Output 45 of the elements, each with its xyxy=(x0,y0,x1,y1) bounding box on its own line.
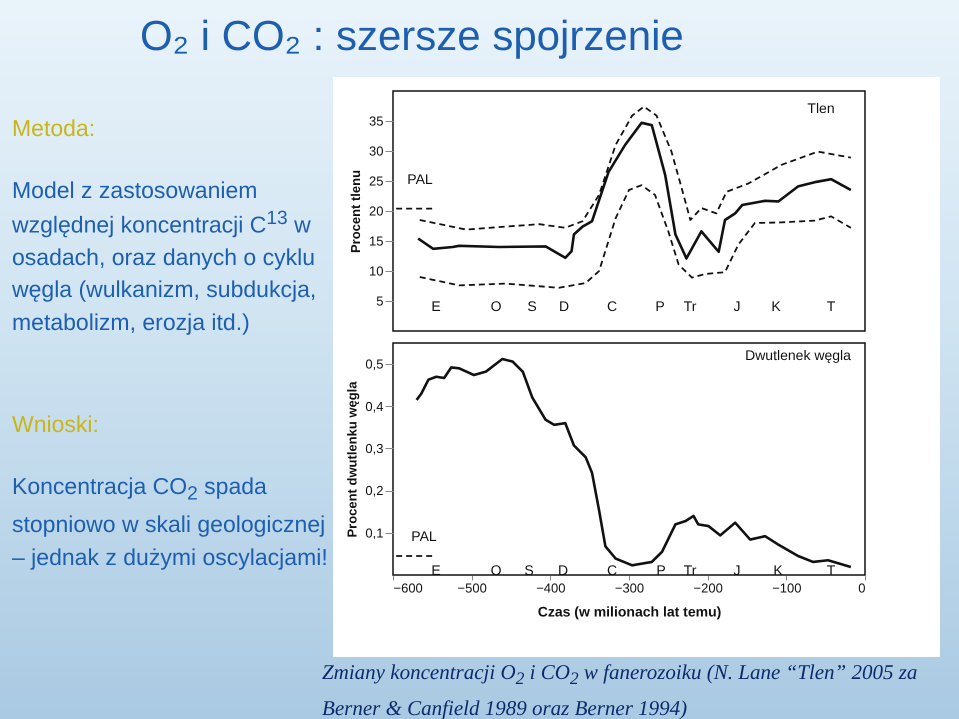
annotation: E xyxy=(431,298,441,314)
y-tick-label: 25 xyxy=(369,174,384,188)
annotation: T xyxy=(826,298,836,314)
annotation: PAL xyxy=(411,528,437,544)
line-series xyxy=(418,184,852,289)
x-tick-label: −600 xyxy=(394,580,423,596)
annotation: S xyxy=(527,298,537,314)
annotation: C xyxy=(606,298,618,314)
annotation: T xyxy=(826,562,836,578)
y-axis-title: Procent tlenu xyxy=(348,170,364,254)
x-tick-label: −500 xyxy=(458,580,487,596)
y-tick-label: 0,3 xyxy=(365,440,384,456)
x-tick-label: −400 xyxy=(536,580,566,596)
annotation: Dwutlenek węgla xyxy=(745,347,852,363)
y-tick-label: 0,1 xyxy=(365,525,384,540)
chart-title: O₂ i CO₂ : szersze spojrzenie xyxy=(140,12,684,60)
x-tick-label: 0 xyxy=(858,580,866,596)
y-tick-label: 15 xyxy=(369,234,384,248)
annotation: P xyxy=(655,298,665,314)
y-tick-label: 0,2 xyxy=(365,483,384,498)
annotation: PAL xyxy=(407,171,433,187)
annotation: Tr xyxy=(684,298,697,314)
annotation: O xyxy=(490,298,502,314)
y-tick-label: 35 xyxy=(369,114,384,128)
y-tick-label: 5 xyxy=(376,294,384,308)
text: Metoda: xyxy=(12,114,96,143)
y-tick-label: 10 xyxy=(369,264,384,278)
y-axis-title: Procent dwutlenku węgla xyxy=(344,380,360,538)
annotation: D xyxy=(558,298,570,314)
text: Wnioski: xyxy=(12,410,100,439)
y-tick-label: 30 xyxy=(369,144,384,158)
x-tick-label: −100 xyxy=(772,580,802,596)
text: Koncentracja CO$_{2}$ spada stopniowo w skali geologicznej – jednak z dużymi oscylacjami! xyxy=(12,472,329,572)
x-axis-title: Czas (w milionach lat temu) xyxy=(538,604,722,620)
y-tick-label: 20 xyxy=(369,204,384,218)
text: Model z zastosowaniem względnej koncentracji C$^{13}$ w osadach, oraz danych o cyklu węgla (wulkanizm, subdukcja, metabolizm, erozja itd.) xyxy=(12,176,318,337)
annotation: P xyxy=(656,562,666,578)
annotation: J xyxy=(734,298,740,314)
y-tick-label: 0,5 xyxy=(365,356,384,372)
annotation: K xyxy=(771,298,782,314)
x-tick-label: −200 xyxy=(694,580,723,596)
annotation: Tlen xyxy=(807,100,835,116)
x-tick-label: −300 xyxy=(614,580,644,596)
y-tick-label: 0,4 xyxy=(365,398,384,414)
annotation: Tr xyxy=(684,562,697,578)
